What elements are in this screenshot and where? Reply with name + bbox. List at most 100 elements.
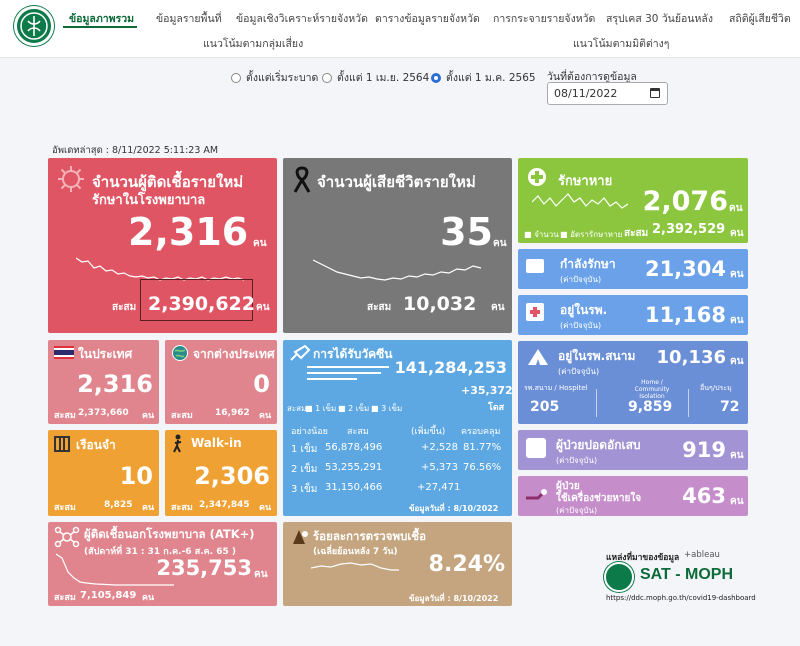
radio-icon[interactable] (231, 72, 241, 83)
pneumonia-label: ผู้ป่วยปอดอักเสบ (556, 438, 641, 452)
in-hospital-unit: คน (730, 315, 744, 326)
deaths-value: 35 (440, 210, 493, 254)
vaccine-bar-2 (307, 372, 381, 374)
domestic-value: 2,316 (77, 370, 153, 398)
calendar-icon[interactable] (650, 88, 660, 98)
ventilator-note: (ค่าปัจจุบัน) (556, 506, 598, 515)
atk-total: 7,105,849 (80, 590, 137, 601)
deaths-total: 10,032 (403, 293, 477, 315)
vaccine-legend-3: ■ 3 เข็ม (371, 404, 403, 413)
abroad-total: 16,962 (215, 408, 250, 418)
nav-death-stats[interactable]: สถิติผู้เสียชีวิต (729, 13, 791, 25)
vaccine-legend-1: ■ 1 เข็ม (305, 404, 337, 413)
prison-total: 8,825 (104, 500, 133, 510)
nav-area[interactable]: ข้อมูลรายพื้นที่ (156, 13, 222, 25)
vaccine-row-delta: +27,471 (417, 482, 461, 493)
deaths-title: จำนวนผู้เสียชีวิตรายใหม่ (317, 173, 476, 191)
legend-count: ■ จำนวน (524, 230, 559, 239)
nav-province-analysis[interactable]: ข้อมูลเชิงวิเคราะห์รายจังหวัด (236, 13, 368, 25)
walkin-value: 2,306 (194, 462, 270, 490)
filter-since-outbreak[interactable]: ตั้งแต่เริ่มระบาด (231, 69, 318, 86)
in-hospital-note: (ค่าปัจจุบัน) (560, 321, 602, 330)
vaccine-as-of: ข้อมูลวันที่ : 8/10/2022 (409, 504, 499, 513)
vaccine-row-delta: +5,373 (421, 462, 459, 473)
in-hospital-label: อยู่ในรพ. (560, 303, 608, 317)
last-updated: อัพเดทล่าสุด : 8/11/2022 5:11:23 AM (52, 145, 219, 156)
vaccine-header-delta: (เพิ่มขึ้น) (411, 427, 446, 437)
treating-panel: กำลังรักษา (ค่าปัจจุบัน) 21,304 คน (518, 249, 748, 289)
treating-label: กำลังรักษา (560, 257, 616, 271)
deaths-total-unit: คน (491, 302, 505, 313)
domestic-unit: คน (142, 411, 155, 421)
ribbon-icon (293, 166, 311, 193)
positivity-title: ร้อยละการตรวจพบเชื้อ (313, 529, 427, 543)
recovered-title: รักษาหาย (558, 174, 613, 189)
lungs-icon (526, 438, 546, 458)
source-url[interactable]: https://ddc.moph.go.th/covid19-dashboard (606, 594, 756, 602)
abroad-value: 0 (253, 370, 270, 398)
new-cases-panel: จำนวนผู้ติดเชื้อรายใหม่ รักษาในโรงพยาบาล… (48, 158, 277, 333)
treating-note: (ค่าปัจจุบัน) (560, 275, 602, 284)
top-nav (0, 0, 800, 58)
nav-risk-trend[interactable]: แนวโน้มตามกลุ่มเสี่ยง (203, 38, 304, 50)
nav-overview[interactable]: ข้อมูลภาพรวม (69, 13, 135, 25)
pneumonia-note: (ค่าปัจจุบัน) (556, 456, 598, 465)
walkin-total: 2,347,845 (199, 500, 250, 510)
vaccine-header-coverage: ครอบคลุม (461, 427, 501, 437)
recovered-panel: รักษาหาย 2,076 คน ■ จำนวน ■ อัตรารักษาหา… (518, 158, 748, 243)
vaccine-legend-2: ■ 2 เข็ม (338, 404, 370, 413)
home-isolation-label: Home / Community Isolation (634, 379, 670, 400)
vaccine-panel: การได้รับวัคซีน 141,284,253 +35,372 โดส … (283, 340, 512, 516)
filter-since-jan-2565[interactable]: ตั้งแต่ 1 ม.ค. 2565 (431, 69, 536, 86)
vaccine-row-dose: 2 เข็ม (291, 464, 318, 475)
field-hospital-note: (ค่าปัจจุบัน) (558, 367, 600, 376)
ventilator-label-1: ผู้ป่วย (556, 481, 580, 492)
ventilator-unit: คน (730, 496, 744, 507)
vaccine-bar-1 (307, 366, 389, 368)
walking-person-icon (173, 434, 182, 453)
new-cases-sparkline (76, 257, 245, 281)
moph-logo (604, 562, 634, 592)
ventilator-value: 463 (682, 484, 726, 508)
vaccine-legend-label: สะสม (287, 404, 307, 413)
positivity-as-of: ข้อมูลวันที่ : 8/10/2022 (409, 594, 499, 603)
new-cases-title: จำนวนผู้ติดเชื้อรายใหม่ (92, 173, 244, 191)
date-input[interactable]: 08/11/2022 (547, 82, 668, 105)
walkin-unit: คน (259, 503, 272, 513)
vaccine-delta: +35,372 (461, 384, 512, 397)
new-cases-subtitle: รักษาในโรงพยาบาล (92, 193, 206, 208)
abroad-panel: จากต่างประเทศ 0 สะสม 16,962 คน (165, 340, 277, 424)
vaccine-header-total: สะสม (347, 427, 369, 437)
atk-sparkline (56, 553, 174, 586)
filter-since-apr-2564[interactable]: ตั้งแต่ 1 เม.ย. 2564 (322, 69, 429, 86)
atk-value: 235,753 (156, 556, 252, 580)
network-icon (54, 526, 80, 548)
other-label: อื่นๆ/ประมุ (700, 384, 732, 392)
treating-unit: คน (730, 269, 744, 280)
recovered-sparkline (532, 193, 629, 209)
in-hospital-panel: อยู่ในรพ. (ค่าปัจจุบัน) 11,168 คน (518, 295, 748, 335)
domestic-total: 2,373,660 (78, 408, 129, 418)
pneumonia-unit: คน (730, 450, 744, 461)
radio-icon[interactable] (322, 72, 332, 83)
radio-selected-icon[interactable] (431, 72, 441, 83)
prison-label: เรือนจำ (76, 438, 116, 452)
legend-rate: ■ อัตรารักษาหาย (560, 230, 623, 239)
new-cases-total: 2,390,622 (148, 293, 255, 315)
vaccine-row-total: 56,878,496 (325, 442, 383, 453)
hospitel-value: 205 (530, 399, 560, 415)
vaccine-row-total: 53,255,291 (325, 462, 383, 473)
deaths-sparkline (313, 259, 482, 281)
vaccine-row-coverage: 76.56% (463, 462, 502, 473)
recovered-total: 2,392,529 (652, 222, 726, 237)
vaccine-row-coverage: 81.77% (463, 442, 502, 453)
nav-dimension-trend[interactable]: แนวโน้มตามมิติต่างๆ (573, 38, 670, 50)
walkin-label: Walk-in (191, 436, 242, 450)
date-label: วันที่ต้องการดูข้อมูล (547, 71, 637, 83)
prison-unit: คน (142, 503, 155, 513)
positivity-sparkline (311, 562, 399, 571)
nav-province-table[interactable]: ตารางข้อมูลรายจังหวัด (375, 13, 480, 25)
hospital-icon (526, 303, 544, 321)
nav-distribution[interactable]: การกระจายรายจังหวัด (493, 13, 596, 25)
nav-30day-summary[interactable]: สรุปเคส 30 วันย้อนหลัง (606, 13, 713, 25)
